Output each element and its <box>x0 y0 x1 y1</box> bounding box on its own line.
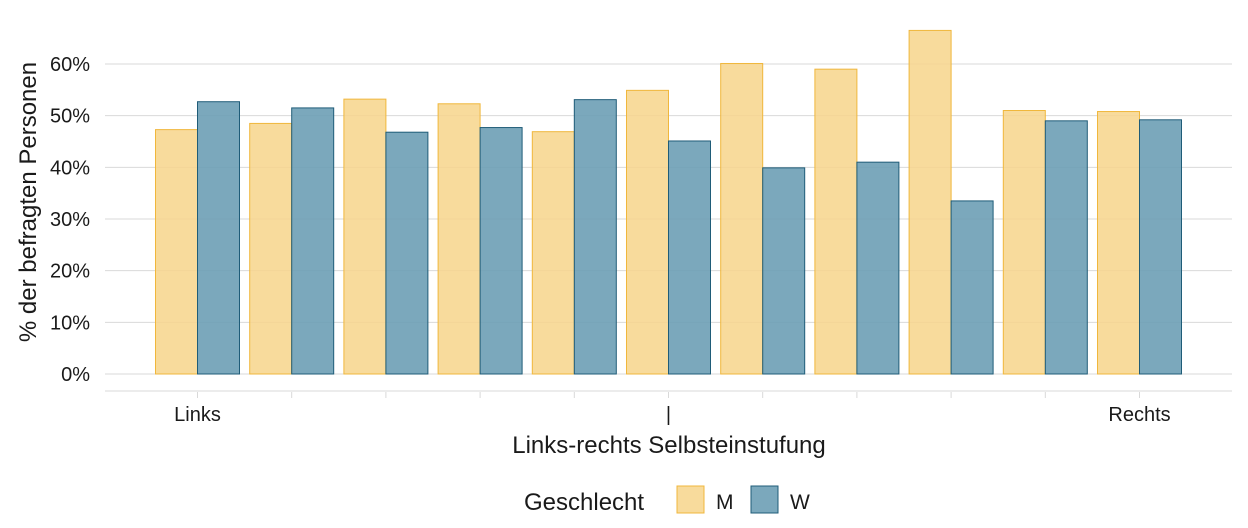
bar-m-0 <box>155 129 198 375</box>
bar-m-8 <box>908 29 952 375</box>
bar-w-3 <box>479 127 523 375</box>
legend-key-m <box>676 485 705 514</box>
y-tick-label: 40% <box>50 157 90 179</box>
bar-w-10 <box>1139 119 1182 375</box>
legend-label-w: W <box>790 491 810 514</box>
legend-key-w <box>750 485 779 514</box>
y-tick-label: 60% <box>50 54 90 76</box>
bars <box>155 29 1182 375</box>
bar-w-8 <box>950 200 994 375</box>
x-axis-title: Links-rechts Selbsteinstufung <box>512 432 826 459</box>
x-tick-label: Rechts <box>1108 404 1170 426</box>
bar-w-7 <box>856 161 900 375</box>
legend-label-m: M <box>716 491 734 514</box>
y-tick-label: 20% <box>50 261 90 283</box>
bar-w-6 <box>762 167 806 375</box>
y-tick-label: 0% <box>61 364 90 386</box>
y-axis: 0% 10% 20% 30% 40% 50% 60% <box>50 54 90 386</box>
bar-w-9 <box>1044 120 1088 375</box>
bar-m-9 <box>1002 110 1046 375</box>
y-tick-label: 50% <box>50 106 90 128</box>
x-tick-label: | <box>666 404 671 426</box>
bar-m-7 <box>814 68 858 375</box>
y-tick-label: 30% <box>50 209 90 231</box>
bar-m-1 <box>249 122 293 375</box>
y-tick-label: 10% <box>50 312 90 334</box>
x-axis: Links | Rechts <box>105 390 1232 426</box>
bar-m-2 <box>343 98 387 375</box>
bar-m-4 <box>531 131 575 375</box>
bar-w-5 <box>668 140 711 375</box>
bar-m-6 <box>720 62 764 375</box>
bar-w-2 <box>385 131 429 375</box>
bar-m-3 <box>437 103 481 375</box>
bar-w-4 <box>573 99 617 375</box>
legend: Geschlecht M W <box>524 485 810 516</box>
bar-m-5 <box>626 89 669 375</box>
x-tick-label: Links <box>174 404 221 426</box>
bar-w-1 <box>291 107 335 375</box>
legend-title: Geschlecht <box>524 489 644 516</box>
y-axis-title: % der befragten Personen <box>15 62 42 342</box>
bar-w-0 <box>197 101 240 375</box>
bar-m-10 <box>1097 111 1140 375</box>
